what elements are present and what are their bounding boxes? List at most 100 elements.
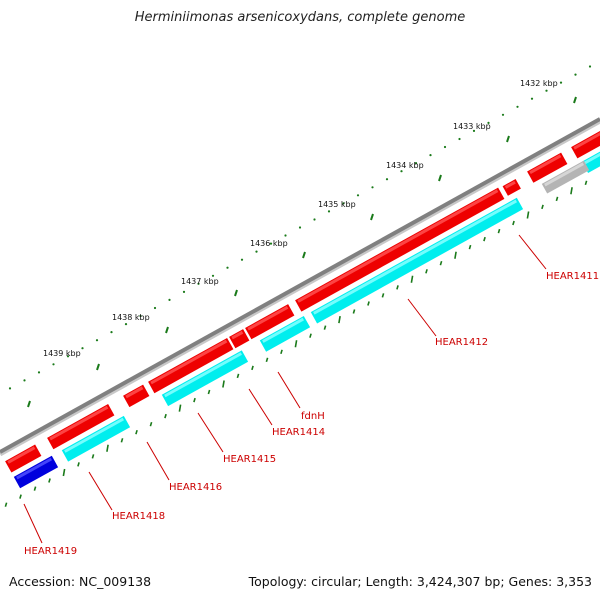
- cds-feature-right-edge[interactable]: [571, 128, 600, 159]
- gene-label-hear1414[interactable]: HEAR1414: [272, 427, 325, 438]
- inner-ruler-tick: [149, 421, 153, 427]
- ruler-tick: [226, 266, 229, 269]
- leader-line: [23, 503, 43, 544]
- ruler-tick: [168, 298, 171, 301]
- inner-ruler-tick: [454, 251, 457, 259]
- leader-line: [277, 371, 301, 409]
- inner-ruler-tick: [483, 236, 486, 242]
- ruler-tick: [371, 186, 374, 189]
- gene-label-fdnh[interactable]: fdnH: [301, 411, 325, 422]
- ruler-major-tick: [573, 96, 577, 104]
- ruler-tick: [139, 314, 142, 318]
- ruler-tick: [574, 73, 577, 76]
- ruler-label: 1434 kbp: [386, 161, 424, 170]
- inner-ruler-tick: [106, 444, 109, 452]
- cds-feature-hear1419[interactable]: [5, 444, 42, 473]
- inner-ruler-tick: [570, 187, 573, 195]
- cds-feature-hear1415[interactable]: [148, 338, 234, 394]
- cds-feature-fdnh[interactable]: [229, 329, 250, 349]
- ruler-tick: [110, 331, 113, 334]
- ruler-tick: [255, 250, 258, 253]
- gene-feature-hear1418[interactable]: [61, 415, 131, 462]
- inner-ruler-tick: [236, 373, 240, 379]
- inner-ruler-tick: [19, 494, 22, 499]
- ruler-tick: [458, 137, 461, 141]
- page-title: Herminiimonas arsenicoxydans, complete g…: [134, 10, 466, 25]
- inner-ruler-tick: [91, 454, 95, 459]
- leader-line: [248, 388, 273, 426]
- ruler-label: 1439 kbp: [43, 349, 81, 358]
- inner-ruler-tick: [512, 220, 515, 226]
- cds-feature-hear1416[interactable]: [123, 384, 150, 408]
- ruler-tick: [443, 145, 447, 149]
- inner-ruler-tick: [584, 180, 588, 186]
- gene-feature-hear1419[interactable]: [13, 455, 59, 489]
- inner-ruler-tick: [120, 438, 124, 443]
- gene-label-hear1416[interactable]: HEAR1416: [169, 482, 222, 493]
- gene-label-hear1419[interactable]: HEAR1419: [24, 546, 77, 557]
- ruler-tick: [52, 363, 55, 366]
- ruler-tick: [472, 129, 476, 132]
- ruler-major-tick: [370, 213, 374, 221]
- ruler-tick: [37, 371, 41, 374]
- inner-ruler-tick: [222, 380, 225, 388]
- gene-label-hear1411[interactable]: HEAR1411: [546, 271, 599, 282]
- gene-label-hear1418[interactable]: HEAR1418: [112, 511, 165, 522]
- ruler-label: 1433 kbp: [453, 122, 491, 131]
- ruler-tick: [240, 258, 244, 261]
- ruler-tick: [342, 202, 345, 205]
- cds-feature-hear1411[interactable]: [527, 152, 568, 183]
- ruler-tick: [153, 306, 157, 310]
- inner-ruler-tick: [193, 397, 196, 403]
- leader-lines: [23, 234, 547, 544]
- leader-line: [197, 412, 224, 453]
- leader-line: [88, 471, 113, 511]
- gene-label-hear1412[interactable]: HEAR1412: [435, 337, 488, 348]
- cds-feature-hear1414[interactable]: [245, 304, 295, 340]
- inner-ruler-tick: [541, 204, 544, 210]
- gene-label-hear1415[interactable]: HEAR1415: [223, 454, 276, 465]
- ruler-tick: [356, 194, 360, 197]
- ruler-tick: [182, 290, 186, 293]
- ruler-tick: [298, 226, 302, 229]
- cds-feature-small[interactable]: [502, 179, 521, 196]
- ruler-tick: [588, 65, 592, 68]
- ruler-major-tick: [165, 326, 169, 334]
- ruler-tick: [414, 162, 418, 165]
- ruler-tick: [23, 379, 26, 382]
- ruler-major-tick: [302, 251, 306, 259]
- ruler-tick: [81, 347, 84, 350]
- inner-ruler-tick: [4, 502, 8, 507]
- ruler-tick: [385, 178, 389, 181]
- ruler-major-tick: [506, 135, 510, 143]
- ruler-tick: [284, 234, 287, 237]
- inner-ruler-tick: [294, 340, 298, 348]
- ruler-tick: [545, 89, 548, 92]
- inner-ruler-tick: [439, 260, 443, 266]
- inner-ruler-tick: [62, 468, 66, 477]
- inner-ruler-tick: [396, 285, 399, 290]
- ruler-labels: 1432 kbp 1433 kbp 1434 kbp 1435 kbp 1436…: [43, 79, 558, 358]
- inner-ruler-tick: [352, 309, 356, 314]
- ruler-major-tick: [234, 289, 238, 297]
- feature-track: [5, 128, 600, 489]
- gene-feature-hear1415[interactable]: [161, 350, 249, 407]
- backbone-line: [0, 117, 600, 454]
- gene-feature-hear1414[interactable]: [259, 316, 311, 352]
- genome-stats-footer: Topology: circular; Length: 3,424,307 bp…: [248, 574, 592, 589]
- inner-ruler-tick: [48, 478, 51, 483]
- inner-ruler-tick: [309, 333, 312, 338]
- ruler-label: 1432 kbp: [520, 79, 558, 88]
- inner-ruler-tick: [77, 462, 80, 467]
- ruler-tick: [124, 323, 128, 326]
- ruler-tick: [559, 81, 563, 84]
- leader-line: [407, 298, 437, 337]
- inner-ruler-tick: [338, 315, 341, 324]
- cds-feature-hear1412[interactable]: [295, 187, 505, 312]
- gene-feature-hear1412[interactable]: [310, 197, 524, 324]
- cds-feature-hear1418[interactable]: [47, 404, 115, 450]
- pseudo-feature-hear1411[interactable]: [541, 160, 590, 194]
- leader-line: [146, 441, 170, 481]
- ruler-tick: [269, 242, 273, 245]
